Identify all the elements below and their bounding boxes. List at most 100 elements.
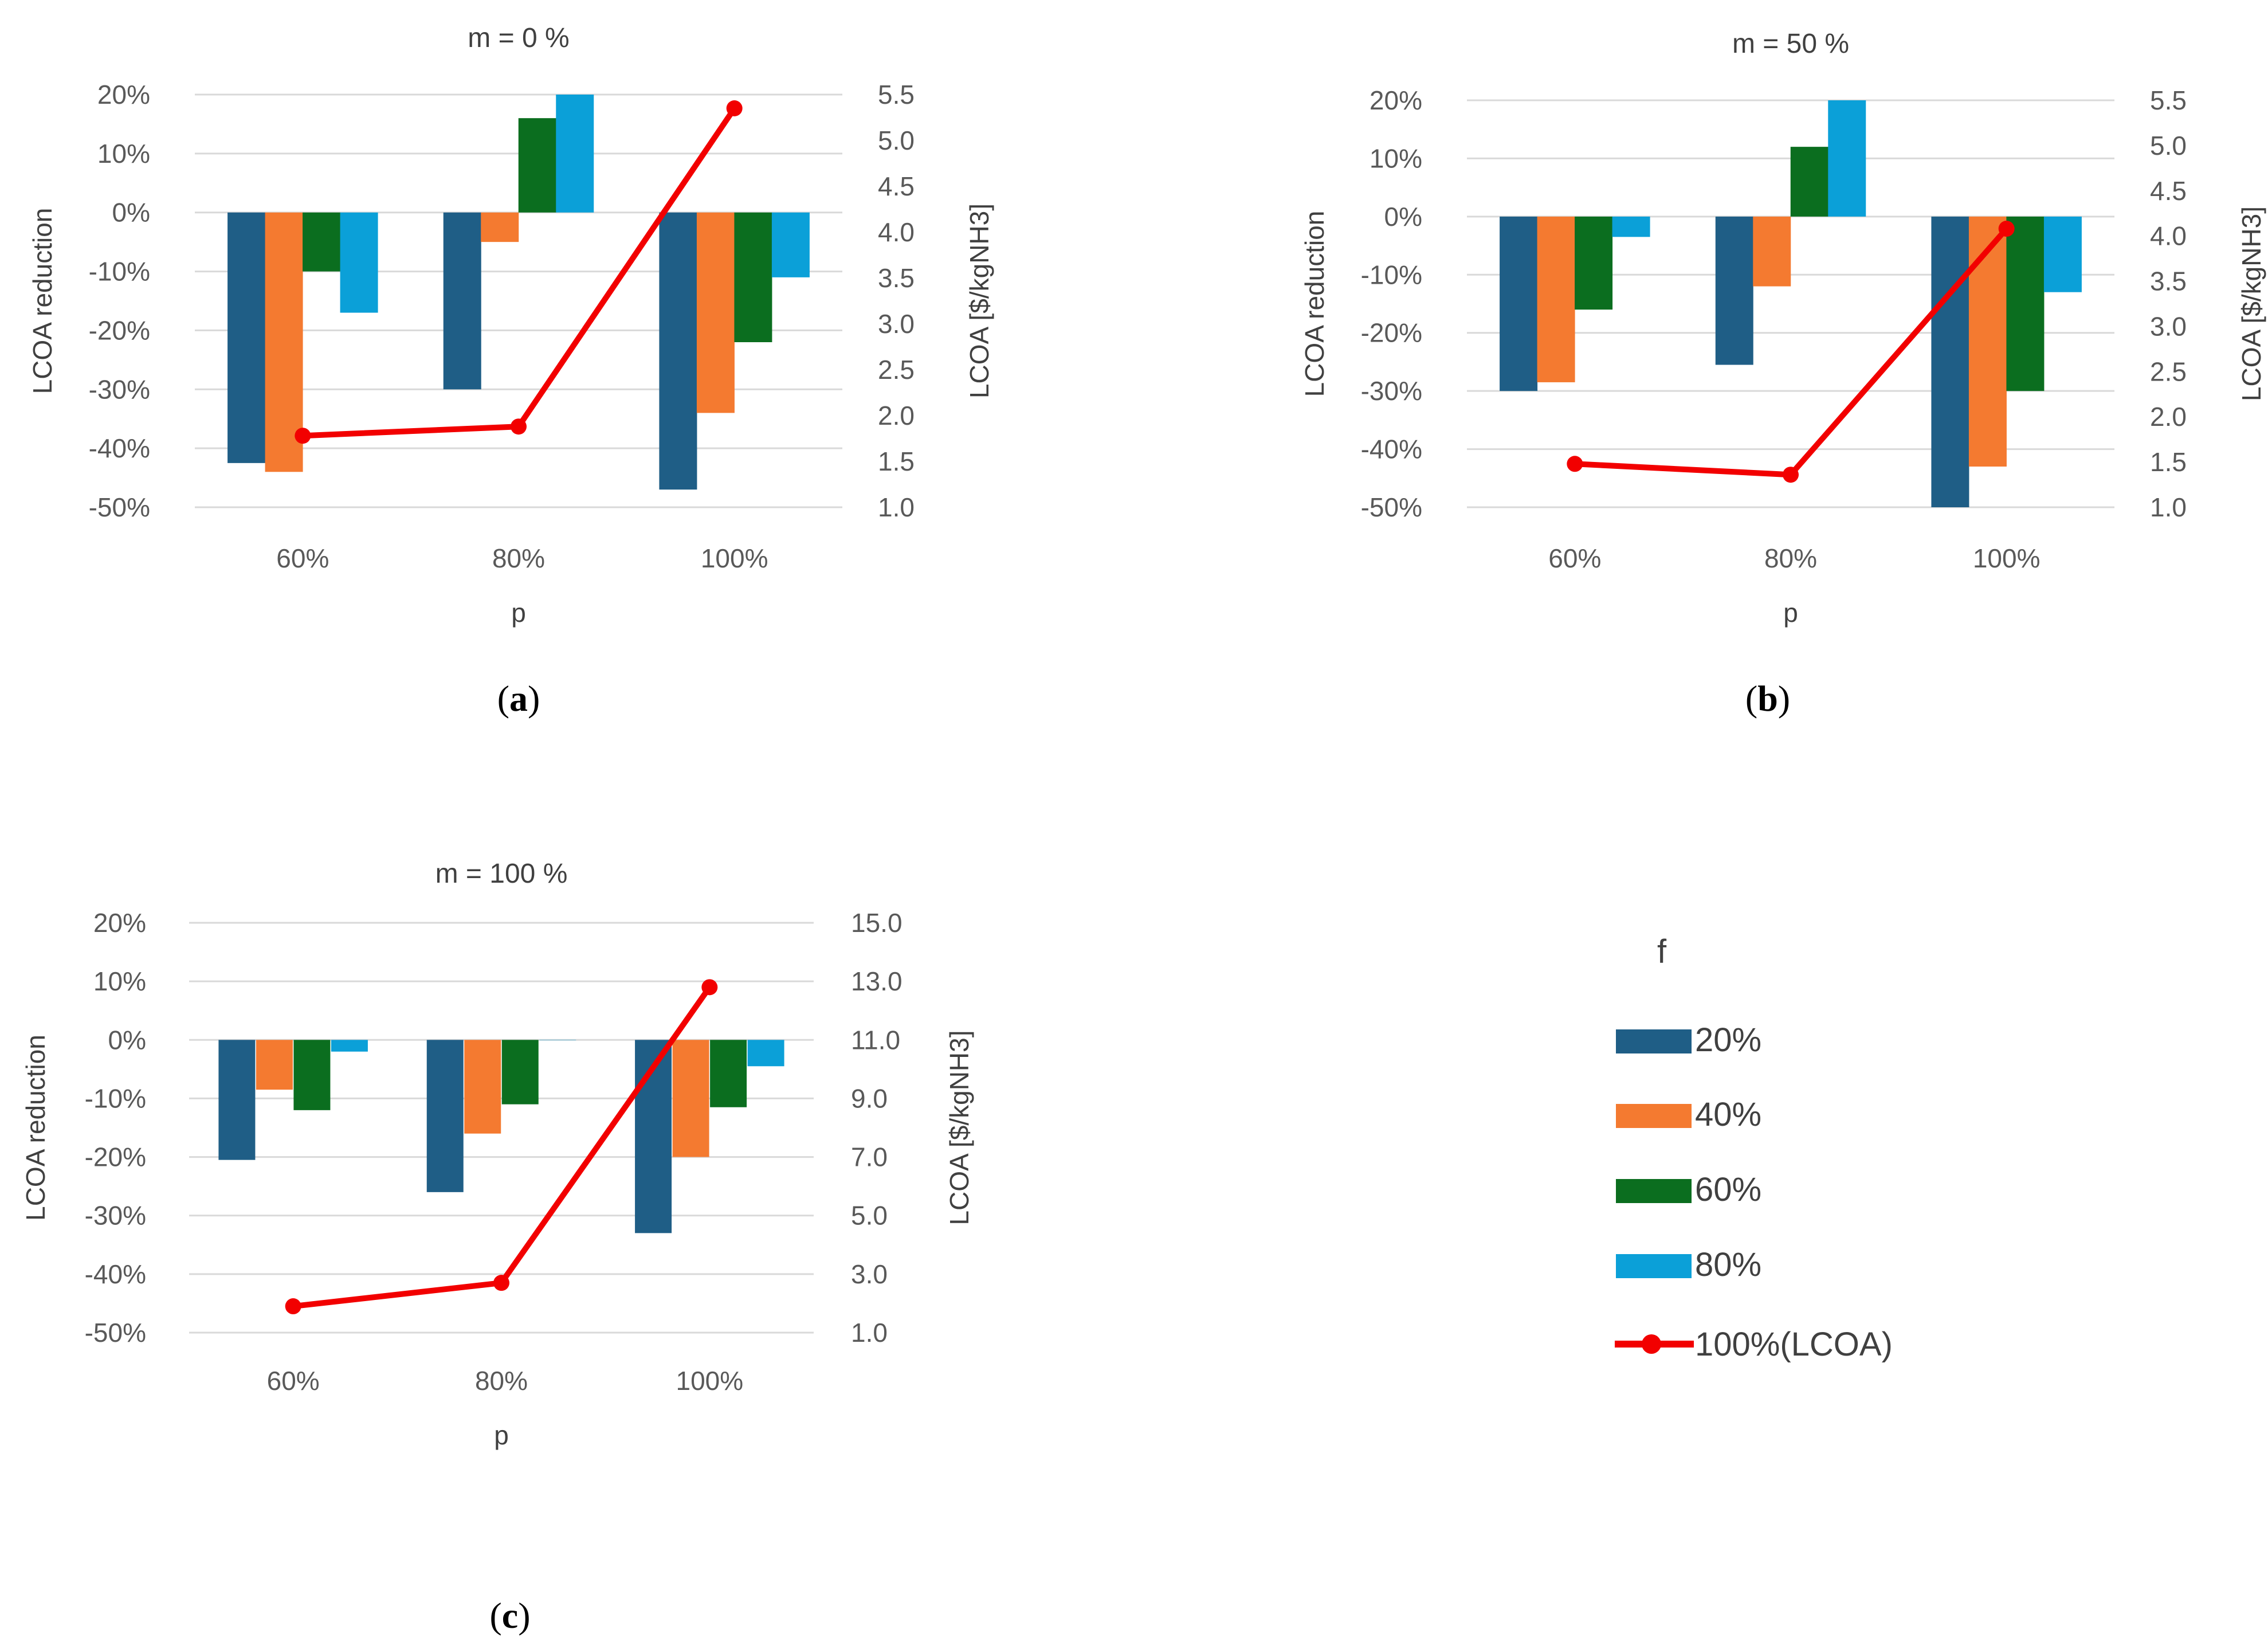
x-axis-title: p (511, 598, 526, 628)
y-tick-label: -40% (89, 433, 150, 463)
bar-f40-100 (1968, 216, 2007, 467)
legend-swatch-60 (1616, 1179, 1692, 1203)
bar-f20-80 (1715, 216, 1753, 365)
legend-swatch-40 (1616, 1104, 1692, 1128)
bar-f20-60 (1500, 216, 1538, 391)
bar-f60-100 (734, 212, 772, 342)
y2-axis-title: LCOA [$/kgNH3] (964, 203, 994, 398)
y-tick-label: -30% (89, 374, 150, 404)
y2-tick-label: 1.0 (2150, 492, 2187, 522)
legend-label-60: 60% (1695, 1171, 1761, 1208)
y2-axis-title: LCOA [$/kgNH3] (2236, 206, 2266, 401)
x-tick-label: 100% (676, 1366, 744, 1396)
x-tick-label: 80% (492, 543, 545, 573)
y-tick-label: -50% (89, 492, 150, 522)
lcoa-point (1998, 221, 2015, 237)
bar-f80-60 (331, 1040, 368, 1052)
y2-tick-label: 11.0 (851, 1025, 900, 1055)
bar-f40-80 (1753, 216, 1791, 287)
y-tick-label: -40% (85, 1259, 146, 1289)
y-tick-label: -20% (1361, 318, 1422, 348)
y2-tick-label: 4.0 (2150, 221, 2187, 251)
x-axis-title: p (1783, 598, 1798, 628)
y2-tick-label: 5.0 (2150, 131, 2187, 160)
y2-tick-label: 1.5 (878, 446, 915, 476)
bar-f20-80 (426, 1040, 464, 1192)
y2-tick-label: 3.0 (851, 1259, 888, 1289)
lcoa-point (726, 100, 743, 116)
chart-title: m = 0 % (468, 23, 569, 53)
y-tick-label: 0% (108, 1025, 146, 1055)
y2-tick-label: 3.0 (2150, 311, 2187, 341)
y-tick-label: -40% (1361, 434, 1422, 464)
y2-tick-label: 3.5 (2150, 267, 2187, 296)
bar-f60-100 (710, 1040, 747, 1107)
chart-panels: -50% -40% -30% -20% -10% 0% 10% 20% 1.0 1.5 2.0 2.5… (21, 23, 2266, 1636)
x-tick-label: 80% (475, 1366, 528, 1396)
bar-f20-100 (1931, 216, 1969, 507)
lcoa-point (285, 1298, 301, 1315)
legend-label-20: 20% (1695, 1021, 1761, 1059)
legend-swatch-80 (1616, 1254, 1692, 1278)
y2-tick-label: 9.0 (851, 1083, 888, 1113)
y-tick-label: 10% (1370, 143, 1422, 173)
y2-tick-label: 2.0 (2150, 402, 2187, 432)
y2-tick-label: 1.5 (2150, 447, 2187, 477)
bar-f60-80 (501, 1040, 539, 1104)
y2-tick-label: 2.0 (878, 401, 915, 430)
y2-tick-label: 5.5 (2150, 85, 2187, 115)
chart-title: m = 50 % (1732, 29, 1849, 59)
y-tick-label: -50% (1361, 492, 1422, 522)
bar-f60-100 (2006, 216, 2045, 391)
y-tick-label: -20% (85, 1142, 146, 1172)
y-tick-label: 0% (112, 198, 150, 228)
y2-tick-label: 5.0 (851, 1201, 888, 1231)
y2-tick-label: 4.5 (878, 171, 915, 201)
lcoa-point (701, 979, 718, 996)
bar-f40-60 (1537, 216, 1575, 382)
x-axis-title: p (494, 1420, 509, 1450)
y-tick-label: -20% (89, 315, 150, 345)
panel-caption: (c) (489, 1595, 530, 1636)
lcoa-point (295, 428, 311, 444)
legend-swatch-20 (1616, 1029, 1692, 1053)
y-axis-title: LCOA reduction (1300, 211, 1329, 397)
bar-f40-100 (696, 212, 735, 413)
y-tick-label: 20% (93, 908, 146, 938)
x-tick-label: 100% (701, 543, 768, 573)
bar-f20-80 (443, 212, 481, 390)
legend-label-40: 40% (1695, 1096, 1761, 1133)
y2-tick-label: 4.0 (878, 217, 915, 247)
bar-f80-100 (771, 212, 810, 277)
bar-f60-60 (1575, 216, 1613, 310)
legend: f 20% 40% 60% 80% 100%(LCOA) (1615, 933, 1893, 1363)
bar-f40-80 (464, 1040, 501, 1134)
x-tick-label: 60% (276, 543, 329, 573)
bar-f40-60 (265, 212, 303, 472)
bar-f60-60 (303, 212, 341, 272)
bar-f60-80 (518, 118, 556, 213)
y2-tick-label: 13.0 (851, 966, 903, 996)
y-tick-label: -50% (85, 1318, 146, 1348)
y2-tick-label: 2.5 (2150, 357, 2187, 386)
y2-tick-label: 15.0 (851, 908, 903, 938)
y2-tick-label: 1.0 (878, 492, 915, 522)
y-axis-title: LCOA reduction (28, 208, 57, 394)
y2-tick-label: 4.5 (2150, 176, 2187, 206)
y-tick-label: -30% (85, 1201, 146, 1231)
y2-tick-label: 1.0 (851, 1318, 888, 1348)
bar-f80-80 (556, 95, 594, 213)
x-tick-label: 100% (1973, 543, 2041, 573)
y2-tick-label: 5.0 (878, 126, 915, 155)
x-tick-label: 80% (1764, 543, 1817, 573)
x-tick-label: 60% (267, 1366, 320, 1396)
y2-tick-label: 5.5 (878, 80, 915, 109)
bar-f40-80 (481, 212, 519, 242)
y2-axis-title: LCOA [$/kgNH3] (944, 1030, 974, 1225)
lcoa-point (1567, 456, 1583, 472)
bar-f80-100 (2043, 216, 2082, 292)
lcoa-point (511, 418, 527, 435)
bar-f20-100 (659, 212, 697, 490)
lcoa-point (1783, 467, 1799, 483)
